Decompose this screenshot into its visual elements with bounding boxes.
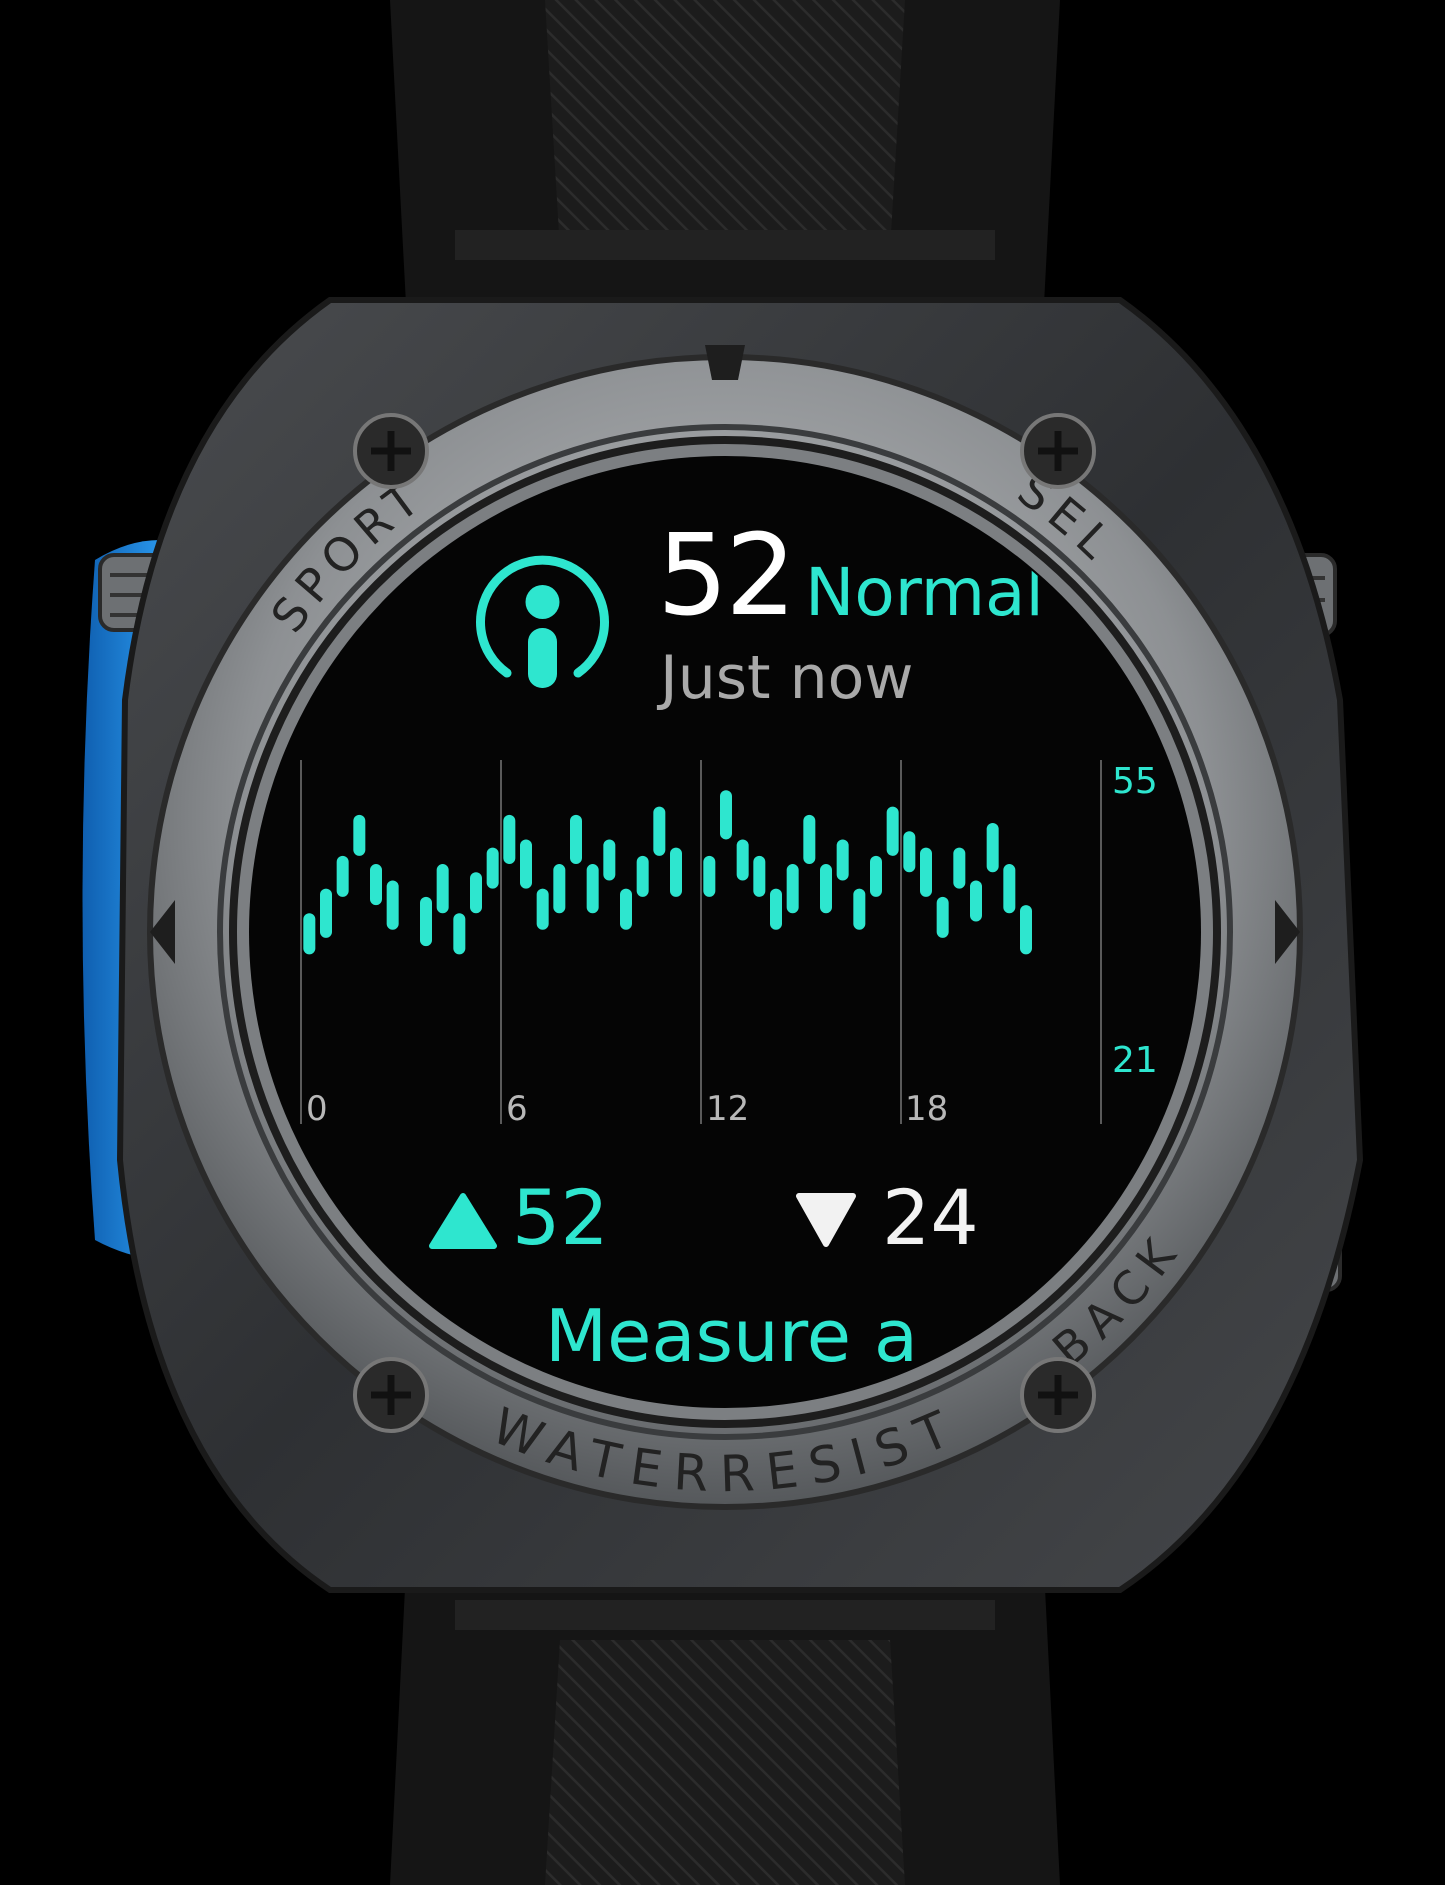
chart-bar	[903, 831, 916, 873]
chart-bar	[986, 823, 999, 873]
measurement-time: Just now	[660, 643, 914, 713]
screw-icon	[1020, 1357, 1096, 1433]
left-arrow-icon	[150, 900, 175, 964]
triangle-up-icon	[429, 1193, 497, 1249]
chart-bar	[953, 847, 966, 889]
x-tick-label: 12	[706, 1089, 750, 1129]
chart-bar	[503, 814, 516, 865]
chart-bar	[836, 839, 849, 881]
chart-bar	[620, 888, 632, 930]
chart-bar	[853, 888, 866, 930]
chart-bar	[786, 864, 799, 914]
measure-button[interactable]: Measure a	[545, 1294, 919, 1378]
screw-icon	[353, 413, 429, 489]
right-arrow-icon	[1275, 900, 1300, 964]
screw-icon	[353, 1357, 429, 1433]
chart-bar	[1003, 864, 1016, 914]
triangle-down-icon	[796, 1193, 856, 1247]
chart-bar	[470, 872, 482, 914]
top-marker-icon	[705, 345, 745, 380]
chart-bar	[720, 790, 732, 840]
chart-bar	[603, 839, 616, 881]
chart-bar	[386, 880, 399, 930]
x-tick-label: 0	[306, 1089, 328, 1129]
y-tick-label: 21	[1112, 1040, 1158, 1081]
chart-bar	[636, 855, 649, 897]
chart-bar	[670, 847, 682, 897]
chart-bar	[936, 896, 949, 938]
x-tick-label: 18	[905, 1089, 949, 1129]
y-tick-label: 55	[1112, 761, 1158, 802]
chart-bar	[370, 864, 382, 906]
chart-bar	[303, 913, 316, 955]
chart-bar	[586, 864, 599, 914]
chart-bar	[886, 806, 899, 856]
chart-bar	[803, 814, 816, 865]
chart-bar	[553, 864, 566, 914]
chart-bar	[353, 814, 366, 856]
chart-bar	[520, 839, 532, 889]
chart-bar	[486, 847, 499, 889]
chart-bar	[820, 864, 832, 914]
chart-bar	[453, 913, 466, 955]
chart-bar	[970, 880, 982, 922]
max-value: 52	[512, 1173, 609, 1262]
info-person-icon	[476, 555, 609, 688]
chart-bar	[336, 855, 349, 897]
chart-bar	[870, 855, 882, 897]
top-strap	[390, 0, 1060, 380]
chart-bar	[736, 839, 749, 881]
current-value: 52	[657, 511, 797, 641]
chart-bar	[770, 888, 782, 930]
chart-bar	[703, 855, 716, 897]
chart-bar	[420, 896, 432, 947]
min-value: 24	[882, 1173, 979, 1262]
status-label: Normal	[805, 554, 1044, 631]
x-tick-label: 6	[506, 1089, 528, 1129]
chart-bar	[753, 855, 766, 897]
chart-bar	[1020, 905, 1032, 955]
chart-bar	[570, 814, 582, 865]
chart-bar	[320, 888, 332, 938]
chart-bar	[436, 864, 449, 914]
chart-bar	[653, 806, 666, 856]
chart-bar	[536, 888, 549, 930]
screw-icon	[1020, 413, 1096, 489]
chart-bar	[920, 847, 932, 897]
